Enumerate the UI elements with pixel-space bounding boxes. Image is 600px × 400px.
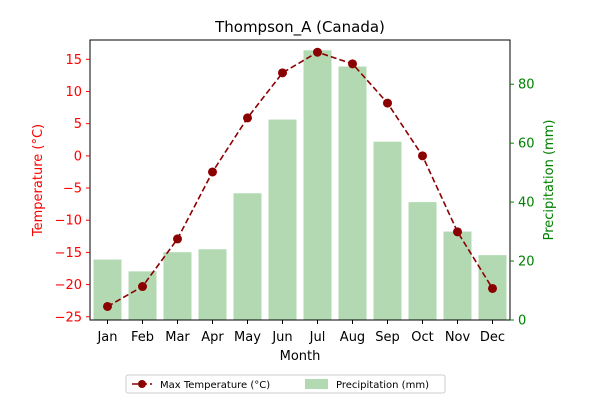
legend-bar-swatch [305, 379, 328, 389]
temp-point-jun [278, 68, 287, 78]
temp-point-jan [103, 301, 112, 311]
y-left-tick-label: −10 [55, 214, 82, 229]
x-tick-label-nov: Nov [445, 330, 471, 345]
y-left-tick-label: 15 [65, 53, 82, 68]
temperature-line [103, 47, 497, 311]
temp-point-jul [313, 47, 322, 57]
y-left-tick-label: 5 [74, 117, 82, 132]
chart-title: Thompson_A (Canada) [214, 18, 385, 37]
y-left-tick-label: −15 [55, 246, 82, 261]
y-right-tick-label: 80 [518, 78, 535, 93]
legend-label-temperature: Max Temperature (°C) [160, 380, 270, 391]
x-tick-label-apr: Apr [201, 330, 224, 345]
x-tick-label-oct: Oct [411, 330, 433, 345]
x-tick-label-aug: Aug [340, 330, 365, 345]
temp-point-apr [208, 167, 217, 177]
y-left-axis-label: Temperature (°C) [31, 124, 46, 237]
temp-point-feb [138, 282, 147, 292]
temp-point-sep [383, 98, 392, 108]
x-tick-label-jul: Jul [309, 330, 326, 345]
y-right-axis-label: Precipitation (mm) [542, 120, 557, 241]
x-tick-label-mar: Mar [165, 330, 190, 345]
y-left-tick-label: −20 [55, 278, 82, 293]
plot-frame [89, 39, 511, 321]
y-right-tick-label: 60 [518, 137, 535, 152]
precip-bar-mar [163, 252, 192, 320]
precip-bar-may [233, 193, 262, 320]
y-left-tick-label: −5 [63, 182, 82, 197]
y-right-tick-label: 0 [518, 314, 526, 329]
legend: Max Temperature (°C) Precipitation (mm) [125, 374, 446, 394]
y-left-tick-label: 10 [65, 85, 82, 100]
precip-bar-oct [408, 202, 437, 320]
temp-point-aug [348, 59, 357, 69]
precip-bar-nov [443, 231, 472, 320]
y-left-tick-label: 0 [74, 149, 82, 164]
precip-bar-apr [198, 249, 227, 320]
precip-bar-jul [303, 50, 332, 320]
temp-point-may [243, 113, 252, 123]
x-axis-label: Month [280, 349, 321, 364]
y-left-tick-label: −25 [55, 310, 82, 325]
temp-point-nov [453, 227, 462, 237]
temperature-line-path [107, 51, 494, 308]
x-tick-label-jun: Jun [271, 330, 292, 345]
x-tick-label-sep: Sep [375, 330, 400, 345]
legend-marker-swatch [138, 380, 146, 388]
axes: Jan Feb Mar Apr May Jun Jul Aug Sep Oct Nov Dec −25 −… [55, 39, 535, 345]
temp-point-dec [488, 283, 497, 293]
precip-bar-sep [373, 141, 402, 320]
y-right-tick-label: 20 [518, 255, 535, 270]
x-tick-label-dec: Dec [480, 330, 505, 345]
precipitation-bars [93, 50, 507, 321]
legend-box [125, 374, 446, 394]
precip-bar-feb [128, 271, 157, 320]
legend-label-precipitation: Precipitation (mm) [336, 380, 429, 391]
y-right-tick-label: 40 [518, 196, 535, 211]
precip-bar-aug [338, 66, 367, 321]
x-tick-label-may: May [234, 330, 261, 345]
x-tick-label-feb: Feb [131, 330, 154, 345]
x-tick-label-jan: Jan [96, 330, 117, 345]
temp-point-mar [173, 234, 182, 244]
precip-bar-jun [268, 119, 297, 320]
temp-point-oct [418, 151, 427, 161]
